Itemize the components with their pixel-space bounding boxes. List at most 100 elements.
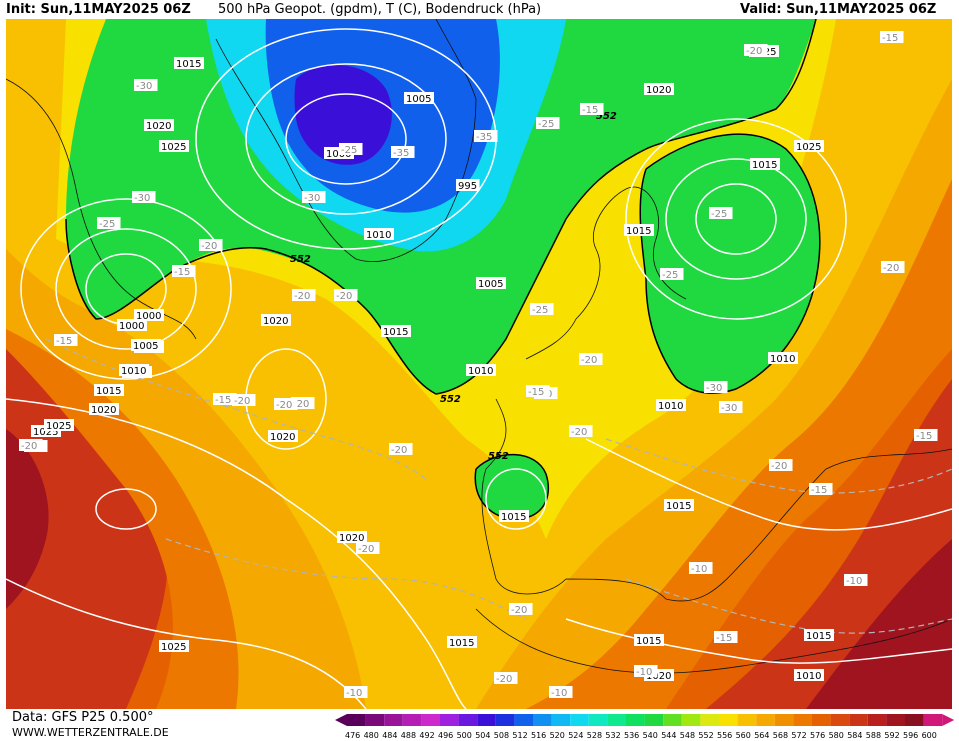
pressure-label-text: 1020 — [270, 432, 295, 443]
temperature-label-text: -20 — [883, 263, 899, 274]
pressure-label: 1020 — [144, 119, 174, 132]
pressure-label-text: 1000 — [326, 149, 351, 160]
temperature-label: -20 — [509, 603, 533, 616]
pressure-label: 1025 — [794, 140, 824, 153]
legend-swatch — [905, 714, 924, 726]
legend-swatch — [737, 714, 757, 726]
legend-value: 596 — [903, 731, 918, 740]
pressure-label-text: 1005 — [406, 94, 431, 105]
pressure-label-text: 1015 — [626, 226, 651, 237]
pressure-label: 1015 — [804, 629, 834, 642]
temperature-label: -20 — [881, 261, 905, 274]
trough-deep-blue — [294, 65, 392, 165]
legend-value: 480 — [364, 731, 379, 740]
temperature-label: -25 — [97, 217, 121, 230]
legend-swatch — [700, 714, 719, 726]
temperature-label-text: -15 — [916, 431, 932, 442]
temperature-label-text: -15 — [582, 105, 598, 116]
pressure-label: 1005 — [131, 339, 161, 352]
pressure-label: 1015 — [174, 57, 204, 70]
temperature-label: -15 — [914, 429, 938, 442]
temperature-label-text: -10 — [346, 688, 362, 699]
temperature-label-text: -25 — [711, 209, 727, 220]
pressure-label-text: 1020 — [146, 121, 171, 132]
temperature-label-text: -20 — [358, 544, 374, 555]
pressure-label: 1015 — [624, 224, 654, 237]
temperature-label-text: -15 — [174, 267, 190, 278]
temperature-label: -30 — [132, 191, 156, 204]
temperature-label: -25 — [530, 303, 554, 316]
legend-value: 556 — [717, 731, 732, 740]
legend-value: 504 — [475, 731, 490, 740]
temperature-label-text: -35 — [393, 148, 409, 159]
temperature-label: -30 — [302, 191, 326, 204]
legend-value: 488 — [401, 731, 416, 740]
legend-swatch — [774, 714, 794, 726]
pressure-label: 1015 — [634, 634, 664, 647]
temperature-label: -25 — [709, 207, 733, 220]
temperature-label-text: -20 — [746, 46, 762, 57]
pressure-label-text: 1025 — [33, 427, 58, 438]
legend-swatch — [644, 714, 664, 726]
pressure-label-text: 1015 — [383, 327, 408, 338]
pressure-label: 1005 — [404, 92, 434, 105]
pressure-label: 1020 — [337, 531, 367, 544]
legend-swatch — [458, 714, 478, 726]
temperature-label: -20 — [494, 672, 518, 685]
legend-swatch — [533, 714, 552, 726]
legend-value: 520 — [550, 731, 565, 740]
temperature-label-text: -25 — [341, 145, 357, 156]
pressure-label-text: 1025 — [46, 421, 71, 432]
legend-value: 492 — [419, 731, 434, 740]
isobars — [6, 28, 952, 709]
legend-value: 528 — [587, 731, 602, 740]
legend-value: 548 — [680, 731, 695, 740]
pressure-label-text: 1015 — [176, 59, 201, 70]
map-title: 500 hPa Geopot. (gpdm), T (C), Bodendruc… — [218, 2, 542, 17]
legend-swatch — [365, 714, 385, 726]
pressure-label: 1000 — [134, 309, 164, 322]
pressure-label: 1010 — [656, 399, 686, 412]
temperature-label: -25 — [339, 143, 363, 156]
pressure-label: 1025 — [44, 419, 74, 432]
weather-map[interactable]: 552 552 552 552 1015 1020 1025 1000 1005 1010… — [6, 19, 952, 709]
legend-value: 552 — [698, 731, 713, 740]
temperature-label-text: -20 — [234, 396, 250, 407]
legend-value: 540 — [643, 731, 658, 740]
temp-zone-darkred-sw — [6, 429, 49, 609]
pressure-label-text: 1020 — [646, 85, 671, 96]
website-link[interactable]: WWW.WETTERZENTRALE.DE — [12, 726, 169, 739]
pressure-label-text: 1005 — [478, 279, 503, 290]
temperature-label-text: -20 — [571, 427, 587, 438]
pressure-label-text: 1010 — [796, 671, 821, 682]
pressure-label-text: 1020 — [339, 533, 364, 544]
map-header: Init: Sun,11MAY2025 06Z 500 hPa Geopot. … — [0, 0, 959, 20]
pressure-label: 1020 — [89, 403, 119, 416]
coastline-europe — [481, 186, 952, 602]
legend-swatch — [570, 714, 589, 726]
legend-swatch — [607, 714, 626, 726]
temperature-label-text: -20 — [496, 674, 512, 685]
legend-swatch — [681, 714, 701, 726]
pressure-label: 1010 — [794, 669, 824, 682]
temperature-label-text: -30 — [304, 193, 320, 204]
temperature-label: -15 — [880, 31, 904, 44]
legend-value: 592 — [884, 731, 899, 740]
temperature-label: -20 — [334, 289, 358, 302]
temperature-label-text: -25 — [538, 119, 554, 130]
pressure-label-text: 1015 — [806, 631, 831, 642]
temperature-label-text: -20 — [511, 605, 527, 616]
pressure-label: 1010 — [364, 228, 394, 241]
temperature-label-text: -20 — [294, 291, 310, 302]
pressure-label-text: 1025 — [796, 142, 821, 153]
legend-value: 572 — [791, 731, 806, 740]
temperature-label-text: -25 — [99, 219, 115, 230]
legend-value: 508 — [494, 731, 509, 740]
legend-value: 532 — [605, 731, 620, 740]
legend-swatch — [849, 714, 868, 726]
temperature-label-text: -20 — [293, 399, 309, 410]
pressure-label-text: 1010 — [366, 230, 391, 241]
pressure-label: 1015 — [750, 158, 780, 171]
temperature-label-text: -30 — [134, 193, 150, 204]
legend-swatch — [793, 714, 812, 726]
